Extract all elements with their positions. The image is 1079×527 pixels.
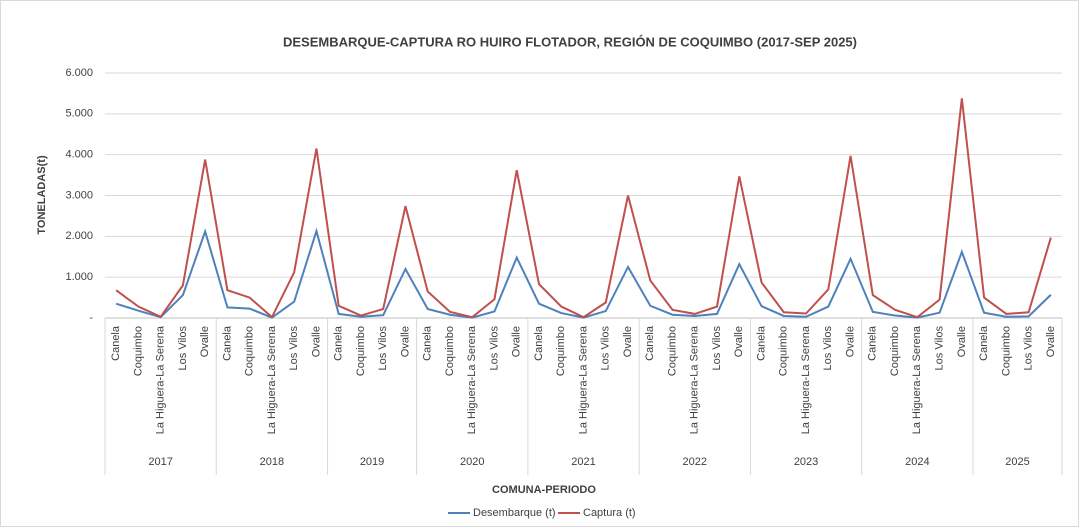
group-label: 2021 <box>571 456 595 468</box>
x-tick-label: Ovalle <box>956 326 968 357</box>
x-tick-label: Los Vilos <box>177 326 189 371</box>
x-tick-label: Ovalle <box>511 326 523 357</box>
x-tick-label: La Higuera-La Serena <box>911 325 923 434</box>
group-label: 2018 <box>260 456 284 468</box>
x-tick-label: Los Vilos <box>488 326 500 371</box>
group-label: 2024 <box>905 456 929 468</box>
y-axis-title: TONELADAS(t) <box>36 155 48 235</box>
group-label: 2023 <box>794 456 818 468</box>
group-label: 2019 <box>360 456 384 468</box>
group-label: 2025 <box>1005 456 1029 468</box>
x-tick-label: Ovalle <box>844 326 856 357</box>
x-tick-label: Canela <box>978 325 990 361</box>
y-tick-label: 3.000 <box>65 189 93 201</box>
x-tick-label: Canela <box>755 325 767 361</box>
x-tick-label: Ovalle <box>310 326 322 357</box>
x-tick-label: Los Vilos <box>933 326 945 371</box>
x-tick-label: Los Vilos <box>288 326 300 371</box>
x-tick-label: La Higuera-La Serena <box>800 325 812 434</box>
legend-label: Captura (t) <box>583 507 636 519</box>
y-tick-label: 1.000 <box>65 271 93 283</box>
chart-title: DESEMBARQUE-CAPTURA RO HUIRO FLOTADOR, R… <box>283 34 857 49</box>
y-tick-label: 2.000 <box>65 230 93 242</box>
x-tick-label: La Higuera-La Serena <box>155 325 167 434</box>
x-tick-label: Coquimbo <box>555 326 567 376</box>
x-tick-label: Canela <box>867 325 879 361</box>
x-tick-label: Coquimbo <box>778 326 790 376</box>
x-tick-label: Canela <box>221 325 233 361</box>
group-label: 2017 <box>148 456 172 468</box>
x-tick-label: Ovalle <box>1045 326 1057 357</box>
x-tick-label: Canela <box>644 325 656 361</box>
y-tick-label: 5.000 <box>65 108 93 120</box>
group-label: 2022 <box>683 456 707 468</box>
x-tick-label: Coquimbo <box>244 326 256 376</box>
x-tick-label: Coquimbo <box>889 326 901 376</box>
x-tick-label: Los Vilos <box>377 326 389 371</box>
x-tick-label: Ovalle <box>199 326 211 357</box>
x-tick-label: La Higuera-La Serena <box>689 325 701 434</box>
x-tick-label: Coquimbo <box>1000 326 1012 376</box>
x-tick-label: Los Vilos <box>822 326 834 371</box>
x-tick-label: Canela <box>533 325 545 361</box>
x-axis-title: COMUNA-PERIODO <box>492 484 596 496</box>
group-label: 2020 <box>460 456 484 468</box>
y-tick-label: 4.000 <box>65 149 93 161</box>
y-tick-label: - <box>89 312 93 324</box>
x-tick-label: Ovalle <box>622 326 634 357</box>
y-tick-label: 6.000 <box>65 67 93 79</box>
x-tick-label: Ovalle <box>399 326 411 357</box>
x-tick-label: Los Vilos <box>711 326 723 371</box>
x-tick-label: Ovalle <box>733 326 745 357</box>
x-tick-label: Canela <box>422 325 434 361</box>
x-tick-label: La Higuera-La Serena <box>266 325 278 434</box>
series-line <box>115 98 1052 319</box>
x-tick-label: Canela <box>333 325 345 361</box>
x-tick-label: Coquimbo <box>355 326 367 376</box>
x-tick-label: Coquimbo <box>444 326 456 376</box>
x-tick-label: La Higuera-La Serena <box>466 325 478 434</box>
x-tick-label: Los Vilos <box>1023 326 1035 371</box>
x-tick-label: Canela <box>110 325 122 361</box>
x-tick-label: La Higuera-La Serena <box>577 325 589 434</box>
legend-label: Desembarque (t) <box>473 507 556 519</box>
x-tick-label: Coquimbo <box>132 326 144 376</box>
x-tick-label: Los Vilos <box>600 326 612 371</box>
x-tick-label: Coquimbo <box>666 326 678 376</box>
